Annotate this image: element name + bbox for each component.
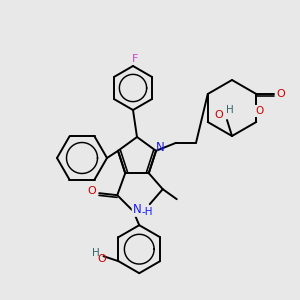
Text: O: O [277, 89, 286, 99]
Text: H: H [92, 248, 99, 258]
Text: H: H [226, 105, 234, 115]
Text: -H: -H [142, 207, 153, 217]
Text: N: N [133, 203, 142, 216]
Text: N: N [156, 141, 164, 154]
Text: O: O [214, 110, 224, 120]
Text: O: O [97, 254, 106, 264]
Text: O: O [88, 186, 97, 196]
Text: O: O [255, 106, 263, 116]
Text: F: F [132, 54, 138, 64]
